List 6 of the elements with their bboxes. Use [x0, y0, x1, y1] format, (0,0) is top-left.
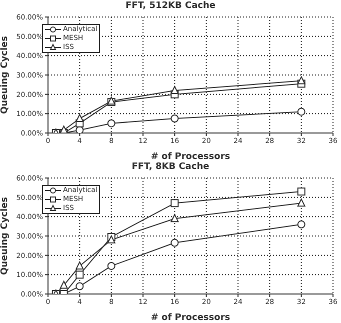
y-axis-title: Queuing Cycles: [0, 197, 10, 275]
y-axis-title: Queuing Cycles: [0, 36, 10, 114]
chart-title: FFT, 8KB Cache: [130, 161, 210, 173]
x-axis-title: # of Processors: [150, 152, 230, 162]
chart-title: FFT, 512KB Cache: [124, 0, 216, 12]
x-axis-title: # of Processors: [150, 313, 230, 323]
